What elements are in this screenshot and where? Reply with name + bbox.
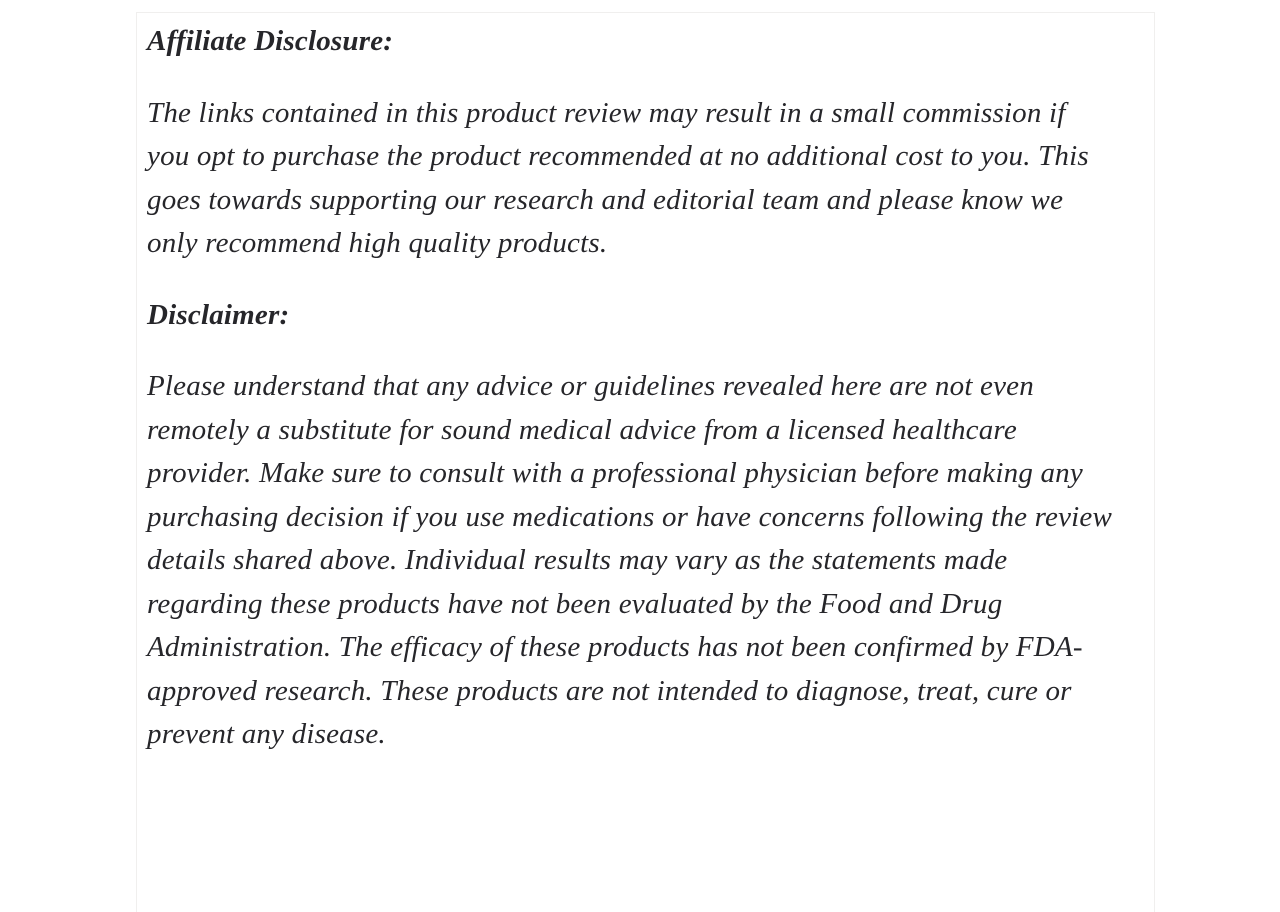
text-line: Administration. The efficacy of these pr…: [147, 631, 1083, 663]
disclaimer-heading: Disclaimer:: [147, 298, 290, 331]
disclaimer-paragraph: Please understand that any advice or gui…: [147, 365, 1144, 757]
text-line: approved research. These products are no…: [147, 674, 1072, 707]
text-line: you opt to purchase the product recommen…: [147, 140, 1089, 172]
text-line: The links contained in this product revi…: [147, 96, 1066, 129]
affiliate-disclosure-paragraph: The links contained in this product revi…: [147, 92, 1144, 266]
text-line: purchasing decision if you use medicatio…: [147, 500, 1113, 533]
text-line: only recommend high quality products.: [147, 227, 608, 259]
text-line: details shared above. Individual results…: [147, 544, 1008, 576]
text-line: regarding these products have not been e…: [147, 587, 1003, 620]
text-line: provider. Make sure to consult with a pr…: [147, 457, 1083, 489]
text-line: goes towards supporting our research and…: [147, 183, 1064, 216]
affiliate-disclosure-section: Affiliate Disclosure: The links containe…: [147, 20, 1144, 266]
affiliate-disclosure-heading: Affiliate Disclosure:: [147, 25, 394, 57]
text-line: Please understand that any advice or gui…: [147, 370, 1034, 402]
text-line: prevent any disease.: [147, 718, 386, 750]
disclaimer-section: Disclaimer: Please understand that any a…: [147, 294, 1144, 757]
article-content-card: Affiliate Disclosure: The links containe…: [136, 12, 1155, 912]
text-line: remotely a substitute for sound medical …: [147, 413, 1017, 446]
